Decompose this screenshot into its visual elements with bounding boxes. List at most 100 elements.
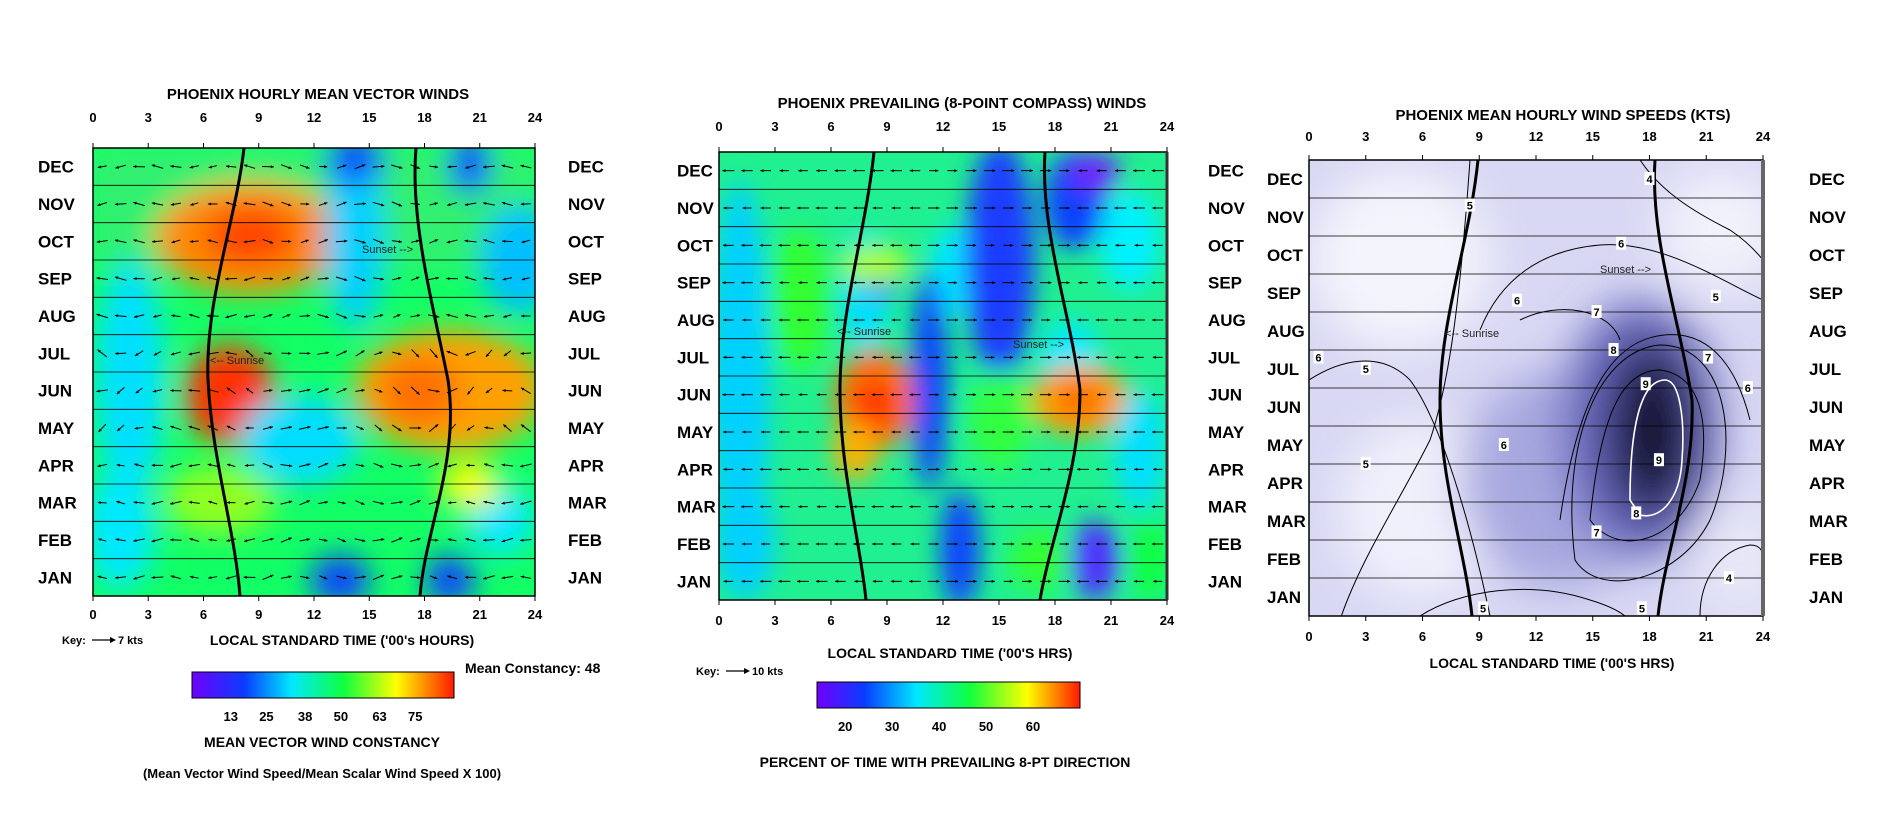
wind-arrowhead [343,315,348,319]
month-label-left: AUG [1267,322,1305,341]
wind-arrowhead [269,426,273,430]
wind-arrowhead [133,277,137,281]
wind-arrowhead [208,165,213,169]
wind-arrowhead [151,164,156,168]
wind-arrowhead [416,314,421,318]
wind-arrowhead [779,430,783,434]
wind-arrowhead [1028,318,1033,322]
top-tick-label: 3 [771,119,778,134]
wind-arrowhead [778,206,782,210]
wind-arrowhead [1095,355,1100,359]
wind-arrowhead [244,539,248,543]
wind-arrowhead [207,202,212,206]
wind-arrowhead [226,501,230,505]
wind-arrowhead [418,426,422,430]
panel-a-colorbar-ticks: 13 25 38 50 63 75 [223,709,422,724]
top-tick-label: 3 [1362,129,1369,144]
wind-arrowhead [741,579,745,583]
wind-arrowhead [935,393,939,397]
wind-arrowhead [954,169,958,173]
month-label-left: SEP [1267,284,1301,303]
panel-b-xlabel: LOCAL STANDARD TIME ('00'S HRS) [828,645,1073,661]
wind-arrowhead [306,576,310,580]
colorbar-tick-label: 75 [408,709,422,724]
wind-arrowhead [1029,243,1033,247]
wind-arrowhead [503,352,508,357]
wind-arrowhead [797,318,801,322]
month-label-left: FEB [677,535,711,554]
wind-arrowhead [398,537,403,541]
wind-arrowhead [435,315,440,318]
wind-arrowhead [378,389,383,393]
wind-arrowhead [324,202,328,206]
wind-arrowhead [778,579,782,583]
wind-arrowhead [741,243,745,247]
wind-arrowhead [1151,542,1156,546]
wind-arrowhead [1029,281,1033,285]
month-label-right: NOV [1809,208,1847,227]
wind-arrowhead [722,243,727,247]
bottom-tick-label: 9 [883,613,890,628]
month-label-left: FEB [38,531,72,550]
wind-arrowhead [226,425,231,429]
panel-b-colorbar-ticks: 20 30 40 50 60 [838,719,1040,734]
wind-arrowhead [909,169,913,173]
month-label-left: SEP [38,270,72,289]
month-label-right: OCT [1809,246,1846,265]
wind-arrowhead [1066,169,1070,173]
wind-arrowhead [741,393,745,397]
wind-arrowhead [97,349,101,353]
wind-arrowhead [96,313,100,317]
wind-arrowhead [723,355,727,359]
wind-arrowhead [1029,542,1033,546]
wind-arrowhead [269,240,274,244]
wind-arrowhead [1065,542,1070,546]
wind-arrowhead [133,165,137,169]
colorbar-tick-label: 25 [259,709,273,724]
contour-label-box [1636,601,1647,615]
wind-arrowhead [170,425,174,429]
wind-arrowhead [466,427,471,431]
wind-arrowhead [1078,169,1082,173]
wind-arrowhead [1047,542,1051,546]
wind-arrowhead [323,576,328,580]
month-label-right: MAR [1208,498,1247,517]
wind-arrowhead [760,393,764,397]
month-label-right: SEP [568,270,602,289]
wind-arrowhead [1011,281,1015,285]
wind-arrowhead [447,538,452,542]
wind-arrowhead [225,277,229,281]
wind-arrowhead [871,393,875,397]
wind-arrowhead [1096,169,1100,173]
wind-arrowhead [325,276,329,280]
wind-arrowhead [871,281,875,285]
wind-arrowhead [433,576,438,580]
wind-arrowhead [465,352,469,356]
wind-arrowhead [1048,243,1052,247]
wind-arrowhead [853,393,857,397]
wind-arrowhead [502,239,506,243]
wind-arrowhead [381,164,385,168]
wind-arrowhead [1152,430,1156,434]
wind-arrowhead [816,393,820,397]
wind-arrowhead [935,505,939,509]
month-label-right: JUN [1208,386,1242,405]
wind-arrowhead [1029,505,1033,509]
panel-b-sunset-label: Sunset --> [1013,339,1064,351]
contour-label-box [1644,172,1655,185]
wind-arrowhead [834,505,839,509]
contour-label: 9 [1656,455,1662,467]
month-label-right: OCT [568,232,605,251]
wind-arrowhead [1151,281,1155,285]
month-label-right: JUL [1208,348,1240,367]
wind-arrowhead [890,505,894,509]
wind-arrowhead [797,542,801,546]
panel-prevailing-winds: PHOENIX PREVAILING (8-POINT COMPASS) WIN… [677,95,1247,770]
wind-arrowhead [207,425,212,429]
top-tick-label: 9 [255,110,262,125]
month-label-left: MAY [38,419,75,438]
wind-arrowhead [324,239,328,243]
wind-arrowhead [501,201,506,205]
wind-arrowhead [484,426,488,430]
month-label-left: JUL [38,344,70,363]
